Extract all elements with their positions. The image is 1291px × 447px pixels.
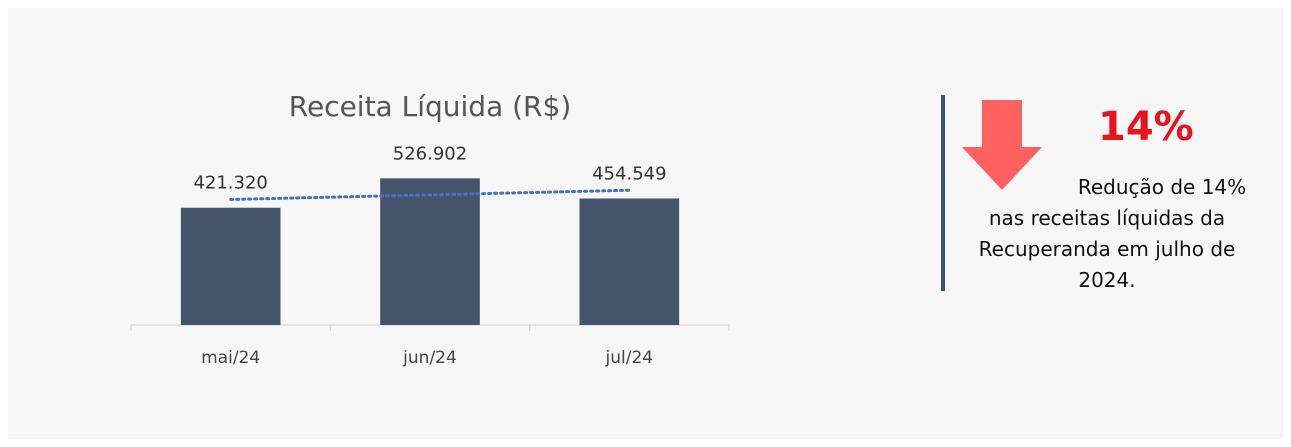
callout-headline: 14% <box>1098 104 1194 150</box>
x-tick-label: jul/24 <box>605 348 654 368</box>
x-tick-label: mai/24 <box>201 348 260 368</box>
bar <box>579 198 680 325</box>
down-arrow <box>962 100 1042 190</box>
callout-bar <box>941 95 945 291</box>
x-tick-label: jun/24 <box>402 348 457 368</box>
data-label: 526.902 <box>393 143 467 164</box>
callout-text: Redução de 14% nas receitas líquidas da … <box>978 175 1247 292</box>
trendline <box>229 188 631 201</box>
chart-title: Receita Líquida (R$) <box>289 90 572 123</box>
data-label: 421.320 <box>193 173 267 194</box>
bar <box>380 178 480 325</box>
data-label: 454.549 <box>592 163 666 184</box>
bar <box>180 207 281 325</box>
